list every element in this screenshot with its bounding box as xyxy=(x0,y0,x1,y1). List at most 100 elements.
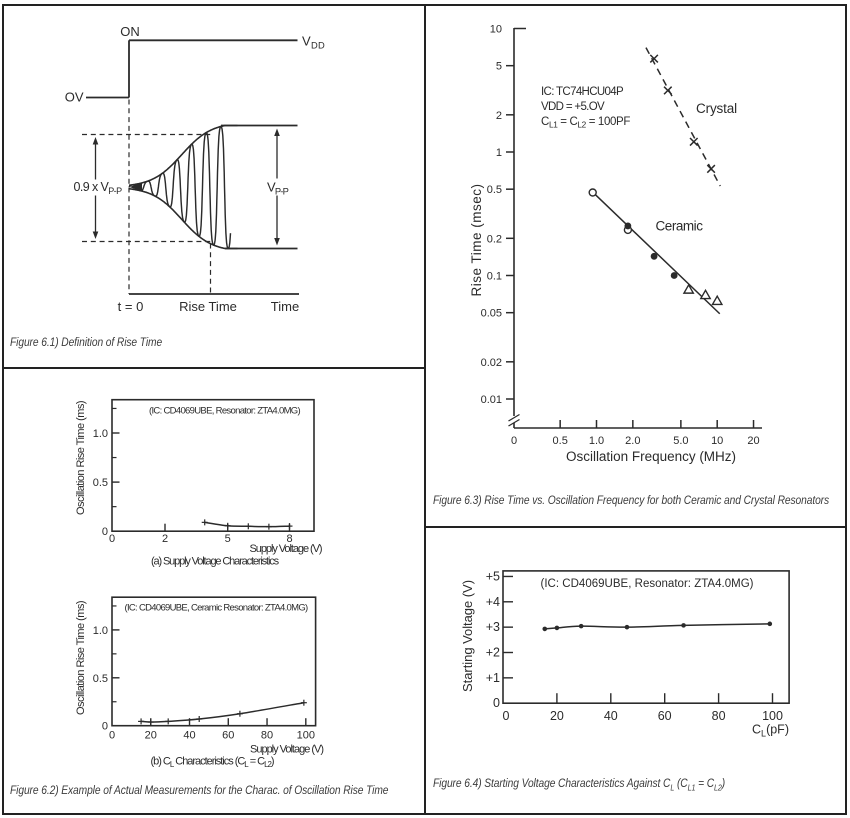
svg-text:Oscillation Frequency (MHz): Oscillation Frequency (MHz) xyxy=(566,449,736,464)
svg-text:Crystal: Crystal xyxy=(696,101,737,116)
svg-text:0: 0 xyxy=(102,526,108,538)
figure-6-3-caption: Figure 6.3) Rise Time vs. Oscillation Fr… xyxy=(433,495,830,507)
svg-text:60: 60 xyxy=(658,709,672,723)
svg-text:8: 8 xyxy=(286,533,292,545)
svg-text:0.02: 0.02 xyxy=(481,357,502,369)
amplitude-arrows: 0.9 x VP-P VP-P xyxy=(71,128,293,246)
svg-text:0: 0 xyxy=(102,721,108,733)
svg-text:0: 0 xyxy=(109,730,115,742)
axis-labels: Oscillation Frequency (MHz) Rise Time (ms… xyxy=(469,184,736,465)
svg-text:0: 0 xyxy=(109,533,115,545)
svg-text:10: 10 xyxy=(711,435,723,447)
x-ticks: 0 20 40 60 80 100 xyxy=(109,718,315,742)
svg-text:1: 1 xyxy=(496,147,502,159)
data-series xyxy=(138,699,307,726)
svg-text:1.0: 1.0 xyxy=(589,435,604,447)
svg-text:0.5: 0.5 xyxy=(553,435,568,447)
svg-text:OV: OV xyxy=(65,90,84,105)
series-crystal: Crystal xyxy=(645,47,737,187)
svg-text:Starting Voltage (V): Starting Voltage (V) xyxy=(460,580,475,692)
svg-text:+1: +1 xyxy=(486,671,500,685)
svg-text:ON: ON xyxy=(120,24,140,39)
svg-text:Ceramic: Ceramic xyxy=(656,219,704,234)
y-ticks: 0 0.5 1.0 xyxy=(93,605,120,733)
svg-text:Oscillation Rise Time (ms): Oscillation Rise Time (ms) xyxy=(75,601,87,715)
svg-text:2.0: 2.0 xyxy=(625,435,640,447)
svg-text:VP-P: VP-P xyxy=(267,180,289,197)
svg-text:2: 2 xyxy=(162,533,168,545)
svg-text:IC: TC74HCU04P: IC: TC74HCU04P xyxy=(541,86,624,98)
svg-text:100: 100 xyxy=(297,730,315,742)
svg-text:0.5: 0.5 xyxy=(93,673,108,685)
svg-text:CL1 = CL2 = 100PF: CL1 = CL2 = 100PF xyxy=(541,116,630,130)
svg-text:80: 80 xyxy=(261,730,273,742)
svg-text:5.0: 5.0 xyxy=(673,435,688,447)
step-waveform: ON OV VDD xyxy=(65,24,325,105)
plot-box xyxy=(111,398,315,533)
column-divider xyxy=(424,3,427,815)
svg-text:0.2: 0.2 xyxy=(487,233,502,245)
svg-text:100: 100 xyxy=(762,709,783,723)
svg-text:Rise Time (msec): Rise Time (msec) xyxy=(469,184,484,297)
svg-text:VDD = +5.OV: VDD = +5.OV xyxy=(541,101,605,113)
svg-text:0.05: 0.05 xyxy=(481,308,502,320)
labels: (IC: CD4069UBE, Ceramic Resonator: ZTA4.… xyxy=(75,601,324,769)
svg-text:(IC: CD4069UBE, Resonator: ZTA: (IC: CD4069UBE, Resonator: ZTA4.0MG) xyxy=(541,578,754,590)
svg-text:+5: +5 xyxy=(486,569,500,583)
svg-text:+4: +4 xyxy=(486,595,500,609)
svg-text:40: 40 xyxy=(604,709,618,723)
svg-text:+2: +2 xyxy=(486,646,500,660)
svg-text:(IC: CD4069UBE, Ceramic Resona: (IC: CD4069UBE, Ceramic Resonator: ZTA4.… xyxy=(124,603,308,614)
y-ticks: 0 +1 +2 +3 +4 +5 xyxy=(486,569,513,710)
svg-text:Rise Time: Rise Time xyxy=(179,299,237,314)
svg-text:Supply Voltage (V): Supply Voltage (V) xyxy=(250,744,323,756)
plot-box xyxy=(111,596,317,727)
svg-text:20: 20 xyxy=(747,435,759,447)
svg-text:(a) Supply Voltage Characteris: (a) Supply Voltage Characteristics xyxy=(151,556,280,568)
svg-text:1.0: 1.0 xyxy=(93,428,108,440)
labels: (IC: CD4069UBE, Resonator: ZTA4.0MG) CL(p… xyxy=(460,578,789,738)
x-ticks: 0 0.5 1.0 2.0 5.0 10 20 xyxy=(511,420,760,447)
svg-text:80: 80 xyxy=(712,709,726,723)
svg-text:0.9 x VP-P: 0.9 x VP-P xyxy=(74,180,123,196)
y-ticks: 0 0.5 1.0 xyxy=(93,407,120,538)
svg-text:CL(pF): CL(pF) xyxy=(752,723,789,739)
svg-text:0.01: 0.01 xyxy=(481,394,502,406)
series-ceramic: Ceramic xyxy=(588,188,724,315)
svg-text:0: 0 xyxy=(511,435,517,447)
svg-text:VDD: VDD xyxy=(302,34,325,51)
data-series xyxy=(201,519,293,530)
svg-text:(IC: CD4069UBE, Resonator: ZTA: (IC: CD4069UBE, Resonator: ZTA4.0MG) xyxy=(149,406,301,417)
figure-6-1-caption: Figure 6.1) Definition of Rise Time xyxy=(10,337,163,349)
svg-text:0.5: 0.5 xyxy=(487,184,502,196)
figure-6-2-caption: Figure 6.2) Example of Actual Measuremen… xyxy=(10,785,389,797)
svg-text:(b) CL Characteristics (CL = C: (b) CL Characteristics (CL = CL2) xyxy=(151,756,274,769)
dashed-guides xyxy=(82,99,212,294)
svg-text:1.0: 1.0 xyxy=(93,625,108,637)
labels: (IC: CD4069UBE, Resonator: ZTA4.0MG) Supp… xyxy=(75,401,323,568)
svg-text:Oscillation Rise Time (ms): Oscillation Rise Time (ms) xyxy=(75,401,87,515)
data-series xyxy=(542,621,773,632)
figure-6-4-caption: Figure 6.4) Starting Voltage Characteris… xyxy=(433,778,726,793)
svg-text:0.5: 0.5 xyxy=(93,477,108,489)
svg-text:2: 2 xyxy=(496,110,502,122)
svg-text:60: 60 xyxy=(222,730,234,742)
svg-text:5: 5 xyxy=(225,533,231,545)
svg-text:0: 0 xyxy=(493,696,500,710)
svg-text:10: 10 xyxy=(490,24,502,36)
annotation: IC: TC74HCU04P VDD = +5.OV CL1 = CL2 = 100… xyxy=(541,86,631,130)
svg-text:+3: +3 xyxy=(486,620,500,634)
time-axis: t = 0 Rise Time Time xyxy=(118,293,299,314)
right-row-divider xyxy=(426,526,845,529)
svg-text:Time: Time xyxy=(271,299,299,314)
svg-text:20: 20 xyxy=(550,709,564,723)
y-ticks: 10 5 2 1 0.5 0.2 0.1 0.05 0.02 0.01 xyxy=(481,24,526,406)
svg-text:t = 0: t = 0 xyxy=(118,299,144,314)
svg-text:20: 20 xyxy=(145,730,157,742)
svg-text:Supply Voltage (V): Supply Voltage (V) xyxy=(250,543,322,555)
